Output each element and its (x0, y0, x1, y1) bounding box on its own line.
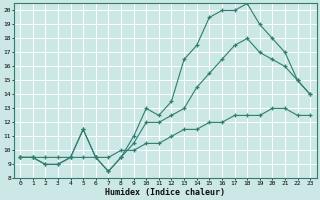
X-axis label: Humidex (Indice chaleur): Humidex (Indice chaleur) (105, 188, 225, 197)
